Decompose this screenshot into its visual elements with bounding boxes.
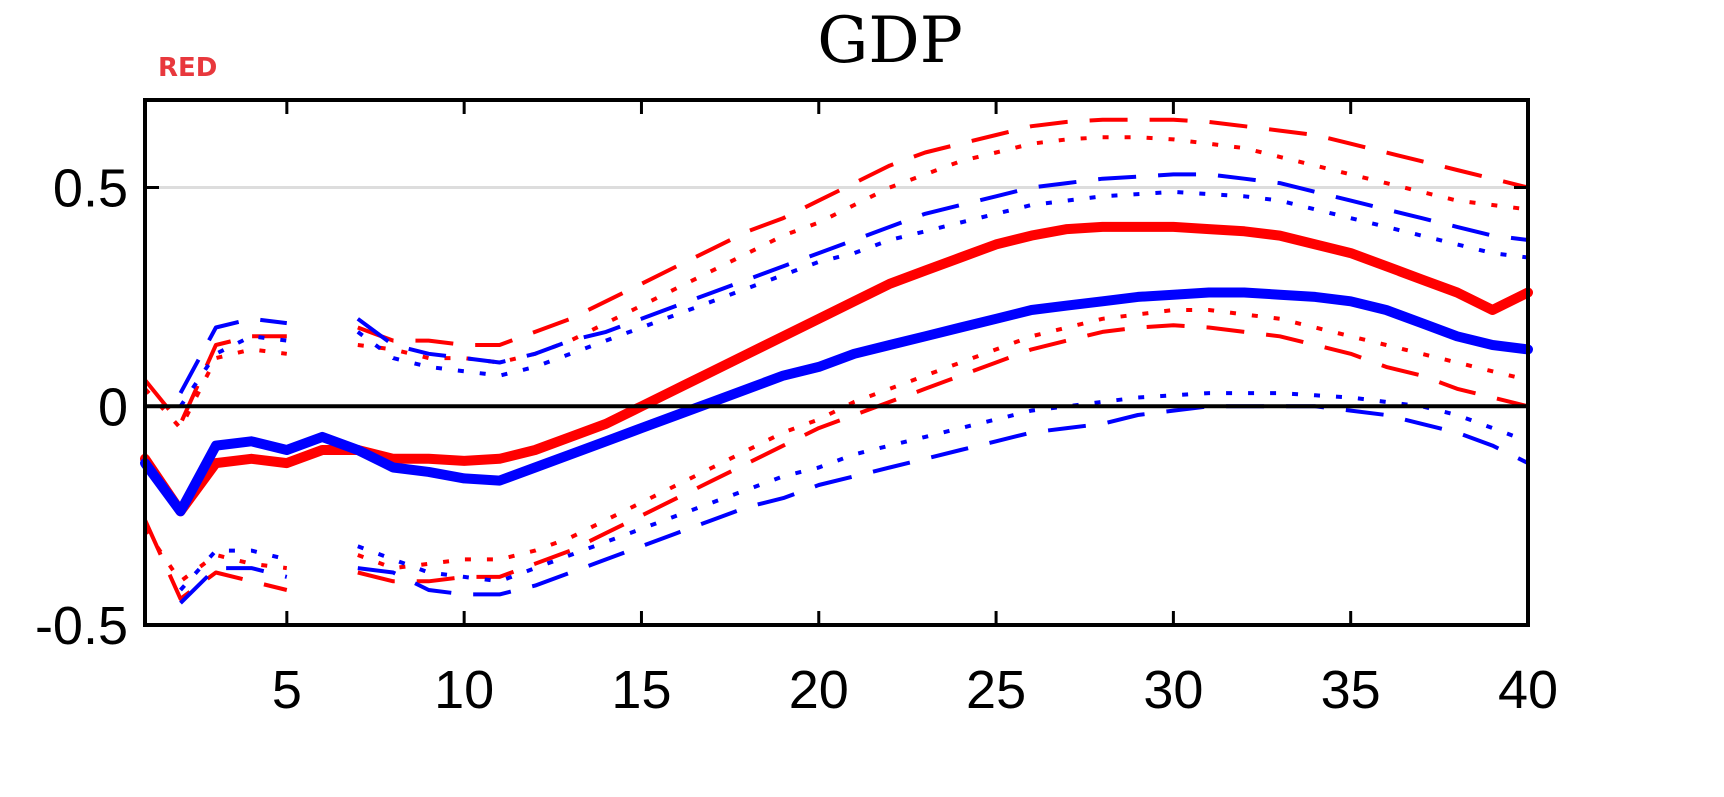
- series-line-3-red-dotted: [143, 135, 1529, 431]
- series-line-6-red-dashed: [143, 323, 1529, 601]
- axes: 5 10 15 20 25 30 35 40 -0.5 0 0.5: [35, 98, 1558, 720]
- x-tick-label-40: 40: [1498, 660, 1558, 720]
- series-line-9-blue-dotted: [179, 391, 1529, 592]
- x-tick-label-15: 15: [611, 660, 671, 720]
- x-tick-label-35: 35: [1321, 660, 1381, 720]
- x-tick-label-5: 5: [272, 660, 302, 720]
- corner-label: RED: [158, 53, 217, 83]
- y-tick-label-0: -0.5: [35, 596, 128, 656]
- series-line-0-red-solid: [140, 221, 1533, 517]
- series-line-8-blue-dashed: [179, 404, 1529, 605]
- x-tick-label-20: 20: [789, 660, 849, 720]
- series-line-1-blue-solid: [140, 287, 1533, 517]
- series-line-5-blue-dotted: [178, 189, 1529, 408]
- series-line-7-red-dotted: [143, 308, 1529, 584]
- chart-title: GDP: [817, 4, 963, 78]
- x-tick-label-10: 10: [434, 660, 494, 720]
- y-tick-label-2: 0.5: [53, 159, 128, 219]
- x-tick-label-30: 30: [1143, 660, 1203, 720]
- plot-frame: [143, 98, 1530, 627]
- y-tick-label-1: 0: [98, 377, 128, 437]
- plot-area: [140, 117, 1533, 605]
- series-line-4-blue-dashed: [178, 172, 1529, 395]
- x-tick-label-25: 25: [966, 660, 1026, 720]
